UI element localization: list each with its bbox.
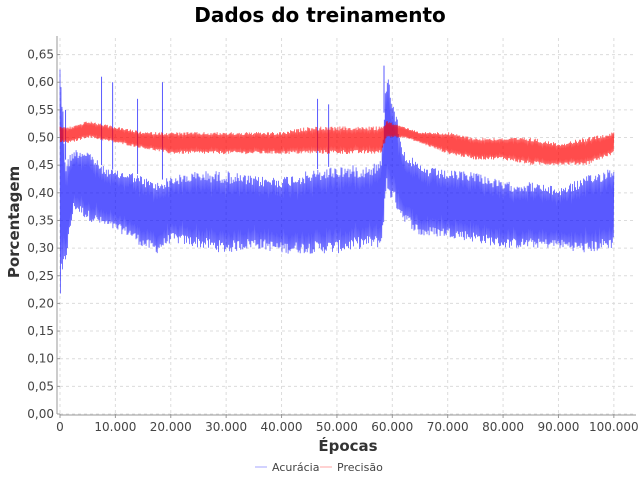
y-tick-label: 0,00 bbox=[27, 407, 54, 421]
x-tick-label: 70.000 bbox=[427, 420, 469, 434]
y-tick-label: 0,45 bbox=[27, 158, 54, 172]
x-tick-label: 30.000 bbox=[205, 420, 247, 434]
y-tick-label: 0,60 bbox=[27, 75, 54, 89]
x-tick-label: 20.000 bbox=[150, 420, 192, 434]
chart-title: Dados do treinamento bbox=[194, 3, 446, 27]
legend-label: Precisão bbox=[337, 461, 383, 474]
x-tick-label: 50.000 bbox=[316, 420, 358, 434]
y-tick-label: 0,20 bbox=[27, 296, 54, 310]
x-tick-label: 100.000 bbox=[589, 420, 639, 434]
y-axis-ticks: 0,00 0,05 0,10 0,15 0,20 0,25 0,30 0,35 0,40 0,45… bbox=[27, 48, 60, 421]
y-tick-label: 0,65 bbox=[27, 48, 54, 62]
x-tick-label: 80.000 bbox=[482, 420, 524, 434]
y-tick-label: 0,35 bbox=[27, 213, 54, 227]
y-tick-label: 0,10 bbox=[27, 352, 54, 366]
y-tick-label: 0,05 bbox=[27, 379, 54, 393]
series-line-precisao bbox=[59, 121, 615, 166]
x-tick-label: 10.000 bbox=[94, 420, 136, 434]
y-tick-label: 0,25 bbox=[27, 269, 54, 283]
y-tick-label: 0,50 bbox=[27, 131, 54, 145]
y-tick-label: 0,15 bbox=[27, 324, 54, 338]
y-tick-label: 0,55 bbox=[27, 103, 54, 117]
legend: Acurácia Precisão bbox=[255, 461, 383, 474]
y-axis-label: Porcentagem bbox=[5, 166, 23, 278]
x-tick-label: 0 bbox=[56, 420, 64, 434]
series-line-acuracia bbox=[59, 69, 615, 294]
x-tick-label: 90.000 bbox=[537, 420, 579, 434]
x-tick-label: 40.000 bbox=[261, 420, 303, 434]
legend-label: Acurácia bbox=[272, 461, 319, 474]
x-axis-ticks: 0 10.000 20.000 30.000 40.000 50.000 60.000 70.… bbox=[56, 414, 639, 434]
y-tick-label: 0,30 bbox=[27, 241, 54, 255]
x-tick-label: 60.000 bbox=[371, 420, 413, 434]
plot-area bbox=[59, 65, 615, 294]
y-tick-label: 0,40 bbox=[27, 186, 54, 200]
x-axis-label: Épocas bbox=[318, 436, 377, 455]
axes bbox=[56, 36, 636, 416]
